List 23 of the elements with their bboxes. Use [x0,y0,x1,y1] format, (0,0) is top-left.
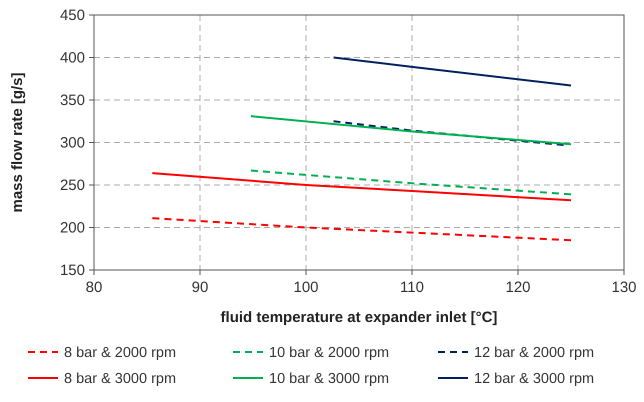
x-axis-title: fluid temperature at expander inlet [°C] [220,309,498,326]
y-axis-title: mass flow rate [g/s] [9,72,26,213]
y-tick-label: 400 [60,50,85,66]
line-series [151,217,572,242]
legend-label: 10 bar & 3000 rpm [269,371,390,387]
x-tick-label: 90 [192,279,208,296]
y-tick-label: 200 [60,220,85,236]
x-tick-label: 120 [505,279,531,296]
line-series [151,172,572,202]
x-tick-label: 110 [400,279,424,296]
legend-label: 12 bar & 3000 rpm [474,371,594,387]
y-tick-label: 150 [60,262,85,279]
x-tick-label: 80 [86,279,102,296]
x-tick-label: 130 [611,279,637,296]
legend-label: 10 bar & 2000 rpm [269,345,390,361]
legend-label: 12 bar & 2000 rpm [474,345,594,361]
y-tick-label: 450 [60,7,85,24]
y-tick-label: 350 [60,92,85,109]
y-tick-label: 250 [60,177,85,194]
legend-label: 8 bar & 3000 rpm [64,371,176,387]
legend-label: 8 bar & 2000 rpm [64,345,176,361]
x-tick-label: 100 [293,279,319,296]
y-tick-label: 300 [60,134,85,152]
